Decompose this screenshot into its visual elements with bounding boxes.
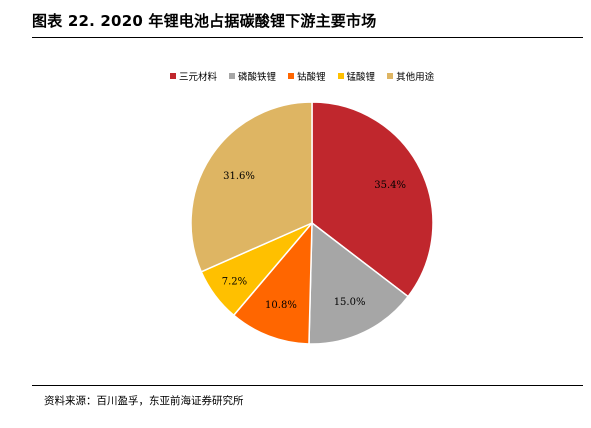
- legend-item-lmo: 锰酸锂: [337, 69, 376, 83]
- slice-label-ncm: 35.4%: [374, 180, 406, 191]
- legend-swatch-ncm: [170, 73, 176, 79]
- pie-slice-lco: [232, 220, 313, 345]
- pie-slice-ncm: [311, 101, 434, 298]
- legend-item-ncm: 三元材料: [170, 69, 217, 83]
- top-rule: [32, 37, 583, 38]
- legend-label-lmo: 锰酸锂: [346, 72, 376, 83]
- figure-title: 图表 22. 2020 年锂电池占据碳酸锂下游主要市场: [32, 12, 377, 30]
- pie-slice-lfp: [308, 221, 410, 345]
- bottom-rule: [32, 385, 583, 386]
- slice-label-lfp: 15.0%: [334, 297, 366, 308]
- legend-label-ncm: 三元材料: [179, 72, 218, 83]
- legend-swatch-other: [387, 73, 394, 79]
- pie-slice-other: [190, 101, 313, 273]
- legend-swatch-lfp: [229, 73, 236, 79]
- legend-item-lco: 钴酸锂: [288, 69, 326, 83]
- legend-swatch-lmo: [337, 73, 344, 79]
- legend-label-other: 其他用途: [396, 72, 435, 83]
- legend-item-lfp: 磷酸铁锂: [229, 69, 276, 83]
- legend-swatch-lco: [288, 73, 295, 79]
- slice-label-lco: 10.8%: [265, 300, 297, 311]
- chart-legend: 三元材料 磷酸铁锂 钴酸锂 锰酸锂 其他用途: [170, 69, 434, 83]
- legend-label-lfp: 磷酸铁锂: [238, 72, 277, 83]
- legend-item-other: 其他用途: [387, 69, 434, 83]
- legend-label-lco: 钴酸锂: [297, 72, 326, 83]
- source-note: 资料来源：百川盈孚，东亚前海证券研究所: [44, 395, 244, 407]
- slice-label-other: 31.6%: [223, 171, 255, 182]
- slice-label-lmo: 7.2%: [222, 276, 247, 287]
